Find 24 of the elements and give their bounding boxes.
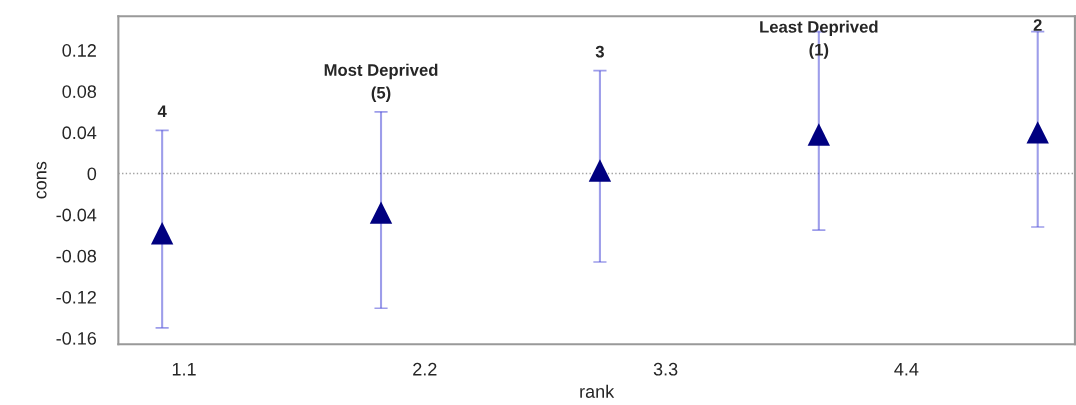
annotation: Least Deprived (1) [760,20,878,59]
y-tick-label: 0.08 [62,85,97,98]
point [588,159,612,182]
point [369,201,393,224]
x-tick-label: 3.3 [653,362,678,376]
x-tick-label: 4.4 [894,362,919,376]
point [150,221,174,245]
annotation: Most Deprived (5) [324,63,438,102]
y-axis-title: cons [36,161,47,199]
y-tick-label: -0.08 [56,249,97,263]
annotation: 3 [595,45,604,58]
y-tick-label: 0 [87,167,97,181]
annotation: 2 [1033,19,1042,31]
x-tick-label: 1.1 [172,362,196,376]
y-tick-label: 0.12 [62,44,96,57]
y-tick-label: -0.12 [56,290,96,304]
point [1026,121,1049,144]
annotation: 4 [157,105,167,118]
y-tick-label: -0.04 [56,208,97,222]
x-tick-label: 2.2 [413,362,437,376]
x-axis-title: rank [580,384,615,398]
y-tick-label: -0.16 [56,332,97,345]
point [807,123,831,146]
y-tick-label: 0.04 [62,126,97,140]
